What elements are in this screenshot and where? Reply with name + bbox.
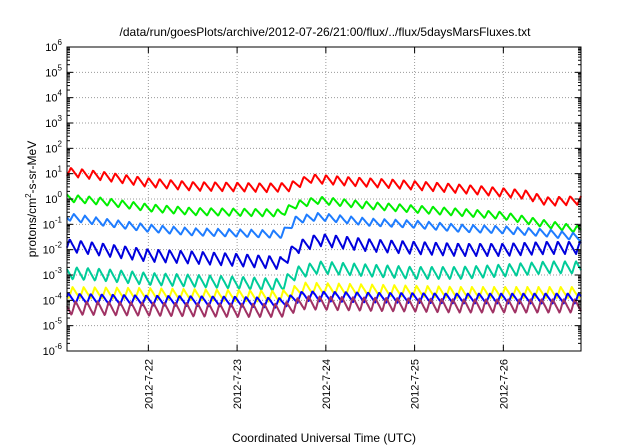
y-tick-label: 101 bbox=[45, 165, 62, 181]
y-tick-label: 10-4 bbox=[43, 291, 63, 307]
x-tick-label: 2012-7-26 bbox=[498, 359, 510, 409]
y-tick-label: 104 bbox=[45, 89, 62, 105]
x-tick-label: 2012-7-23 bbox=[232, 359, 244, 409]
y-tick-label: 106 bbox=[45, 38, 62, 54]
y-tick-label: 100 bbox=[45, 190, 62, 206]
y-tick-label: 105 bbox=[45, 63, 62, 79]
y-label-superscript: 2 bbox=[24, 193, 33, 198]
chart-title: /data/run/goesPlots/archive/2012-07-26/2… bbox=[120, 25, 532, 39]
y-tick-label: 10-3 bbox=[43, 266, 63, 282]
x-tick-label: 2012-7-25 bbox=[410, 359, 422, 409]
y-label-part-2: -s-sr-MeV bbox=[25, 141, 39, 194]
data-series bbox=[66, 167, 582, 318]
x-axis-label: Coordinated Universal Time (UTC) bbox=[232, 431, 416, 445]
series-line-2 bbox=[66, 193, 582, 234]
series-line-4 bbox=[66, 233, 582, 270]
series-line-5 bbox=[66, 260, 582, 292]
y-tick-label: 10-6 bbox=[43, 342, 63, 358]
y-axis-label: protons/cm2-s-sr-MeV bbox=[24, 141, 39, 257]
axes: 10-6 10-5 10-4 10-3 10-2 10-1 100 101 102 103 104 1… bbox=[43, 38, 581, 409]
x-tick-label: 2012-7-22 bbox=[143, 359, 155, 409]
y-tick-label: 103 bbox=[45, 114, 62, 130]
y-tick-label: 10-1 bbox=[43, 215, 63, 231]
x-tick-label: 2012-7-24 bbox=[321, 359, 333, 409]
y-tick-label: 10-5 bbox=[43, 317, 63, 333]
y-tick-label: 10-2 bbox=[43, 241, 63, 257]
series-line-3 bbox=[66, 212, 582, 242]
series-line-6 bbox=[66, 281, 582, 303]
series-line-8 bbox=[66, 295, 582, 318]
series-line-1 bbox=[66, 167, 582, 207]
y-label-part-1: protons/cm bbox=[25, 198, 39, 257]
y-tick-label: 102 bbox=[45, 139, 62, 155]
